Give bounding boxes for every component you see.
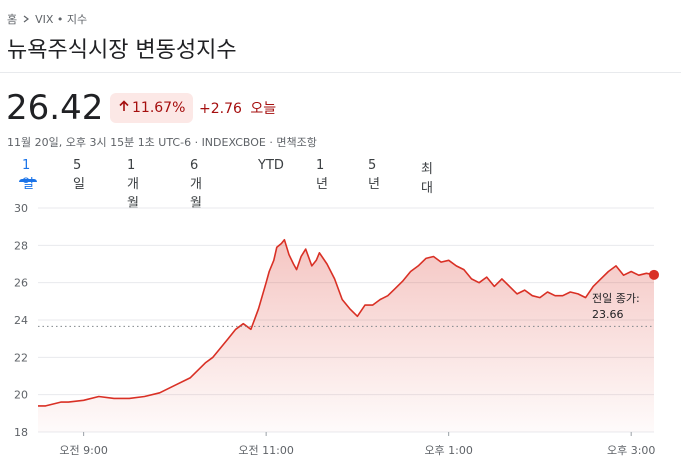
tab-max[interactable]: 최대 xyxy=(421,162,433,196)
tab-6m[interactable]: 6개월 xyxy=(190,158,202,211)
tab-1m[interactable]: 1개월 xyxy=(127,158,139,211)
y-tick-label: 20 xyxy=(14,389,28,402)
tab-5d[interactable]: 5일 xyxy=(73,158,85,192)
previous-close-title: 전일 종가: xyxy=(592,292,640,305)
change-absolute-value: +2.76 xyxy=(199,101,242,117)
breadcrumb-current: VIX • 지수 xyxy=(35,13,88,26)
price-chart[interactable]: 30 28 26 24 22 20 18 오전 9:00 오전 11:00 오후 1:00 오후 3… xyxy=(0,190,681,476)
breadcrumb-home[interactable]: 홈 xyxy=(7,13,18,26)
y-tick-label: 30 xyxy=(14,202,28,215)
x-tick-label: 오전 11:00 xyxy=(238,444,293,457)
previous-close-label: 전일 종가: 23.66 xyxy=(592,291,640,323)
arrow-up-icon xyxy=(118,100,130,116)
price-area xyxy=(38,239,654,432)
y-tick-label: 24 xyxy=(14,314,28,327)
quote-meta: 11월 20일, 오후 3시 15분 1초 UTC-6 · INDEXCBOE … xyxy=(7,136,317,149)
x-tick-label: 오후 3:00 xyxy=(607,444,655,457)
last-price-dot xyxy=(649,269,659,280)
tab-1d[interactable]: 1일 xyxy=(19,158,37,192)
x-tick-label: 오후 1:00 xyxy=(424,444,472,457)
x-tick-label: 오전 9:00 xyxy=(59,444,107,457)
tab-ytd[interactable]: YTD xyxy=(258,158,284,173)
y-tick-label: 18 xyxy=(14,426,28,439)
y-tick-label: 28 xyxy=(14,239,28,252)
page-title: 뉴욕주식시장 변동성지수 xyxy=(7,38,237,63)
change-percent-badge: 11.67% xyxy=(110,93,194,123)
change-absolute: +2.76 오늘 xyxy=(199,98,276,118)
price-line xyxy=(38,238,655,407)
change-percent: 11.67% xyxy=(132,100,186,116)
chevron-right-icon xyxy=(22,13,30,26)
tab-5y[interactable]: 5년 xyxy=(368,158,380,192)
change-period: 오늘 xyxy=(250,101,277,117)
tab-1y[interactable]: 1년 xyxy=(316,158,328,192)
y-tick-label: 26 xyxy=(14,277,28,290)
breadcrumb: 홈 VIX • 지수 xyxy=(7,11,87,27)
previous-close-value: 23.66 xyxy=(592,308,624,321)
current-price: 26.42 xyxy=(6,88,104,128)
y-tick-label: 22 xyxy=(14,351,28,364)
header-divider xyxy=(0,72,681,73)
